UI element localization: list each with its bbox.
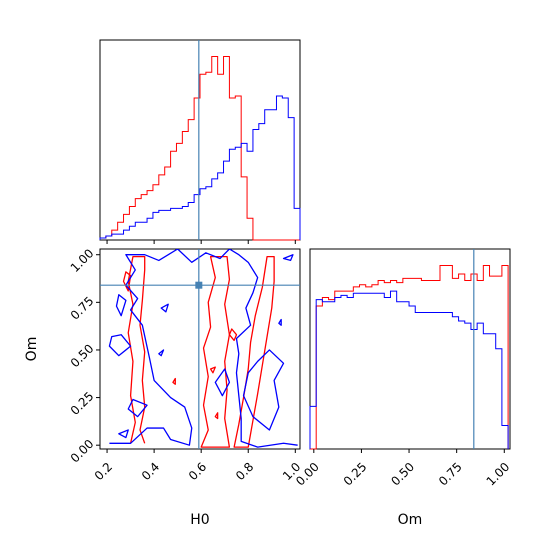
om-hist-tick-label: 0.75 — [436, 460, 465, 489]
contour-blue — [108, 334, 132, 357]
contour-blue — [158, 349, 165, 357]
om-hist-tick-label: 0.50 — [388, 460, 417, 489]
om-hist-tick-label: 0.25 — [341, 460, 370, 489]
contour-blue — [282, 254, 294, 262]
x-axis-label-om: Om — [398, 512, 423, 528]
om-tick-label: 0.75 — [68, 294, 97, 323]
contour-frame — [99, 248, 301, 450]
contour-red — [209, 366, 216, 374]
h0-om-contour-panel: 0.2 0.4 0.6 0.8 1.00.000.250.500.751.00 — [68, 246, 304, 483]
contour-red — [172, 377, 176, 385]
h0-tick-label: 0.8 — [233, 460, 256, 483]
om-tick-label: 0.25 — [68, 389, 97, 418]
om-tick-label: 0.00 — [68, 437, 97, 466]
om-hist-red — [310, 265, 509, 450]
h0-histogram-panel — [99, 39, 301, 244]
x-axis-label-h0: H0 — [190, 512, 209, 528]
contour-blue — [242, 349, 285, 431]
om-tick-label: 0.50 — [68, 341, 97, 370]
contour-blue — [118, 429, 129, 439]
om-hist-tick-label: 1.00 — [484, 460, 513, 489]
h0-hist-blue — [99, 95, 301, 240]
contour-red — [214, 412, 219, 420]
contour-red — [127, 255, 146, 444]
contour-blue — [160, 303, 169, 313]
contour-blue — [109, 249, 298, 448]
contour-red — [200, 255, 231, 448]
y-axis-label-om: Om — [24, 337, 40, 362]
contour-red — [228, 328, 238, 342]
om-histogram-panel: 0.00 0.25 0.50 0.75 1.00 — [293, 248, 513, 489]
truth-marker — [195, 281, 203, 289]
h0-tick-label: 0.6 — [186, 460, 209, 483]
contour-lines — [108, 249, 298, 448]
h0-tick-label: 0.4 — [139, 460, 162, 483]
contour-blue — [278, 318, 282, 326]
h0-hist-red — [99, 56, 300, 241]
contour-blue — [127, 398, 148, 418]
h0-histogram-frame — [99, 39, 301, 241]
om-tick-label: 1.00 — [68, 246, 97, 275]
contour-blue — [115, 294, 127, 317]
contour-red — [122, 271, 132, 292]
h0-tick-label: 0.2 — [92, 460, 115, 483]
contour-blue — [214, 368, 231, 397]
om-histogram-frame — [309, 248, 511, 450]
om-hist-blue — [309, 290, 509, 449]
